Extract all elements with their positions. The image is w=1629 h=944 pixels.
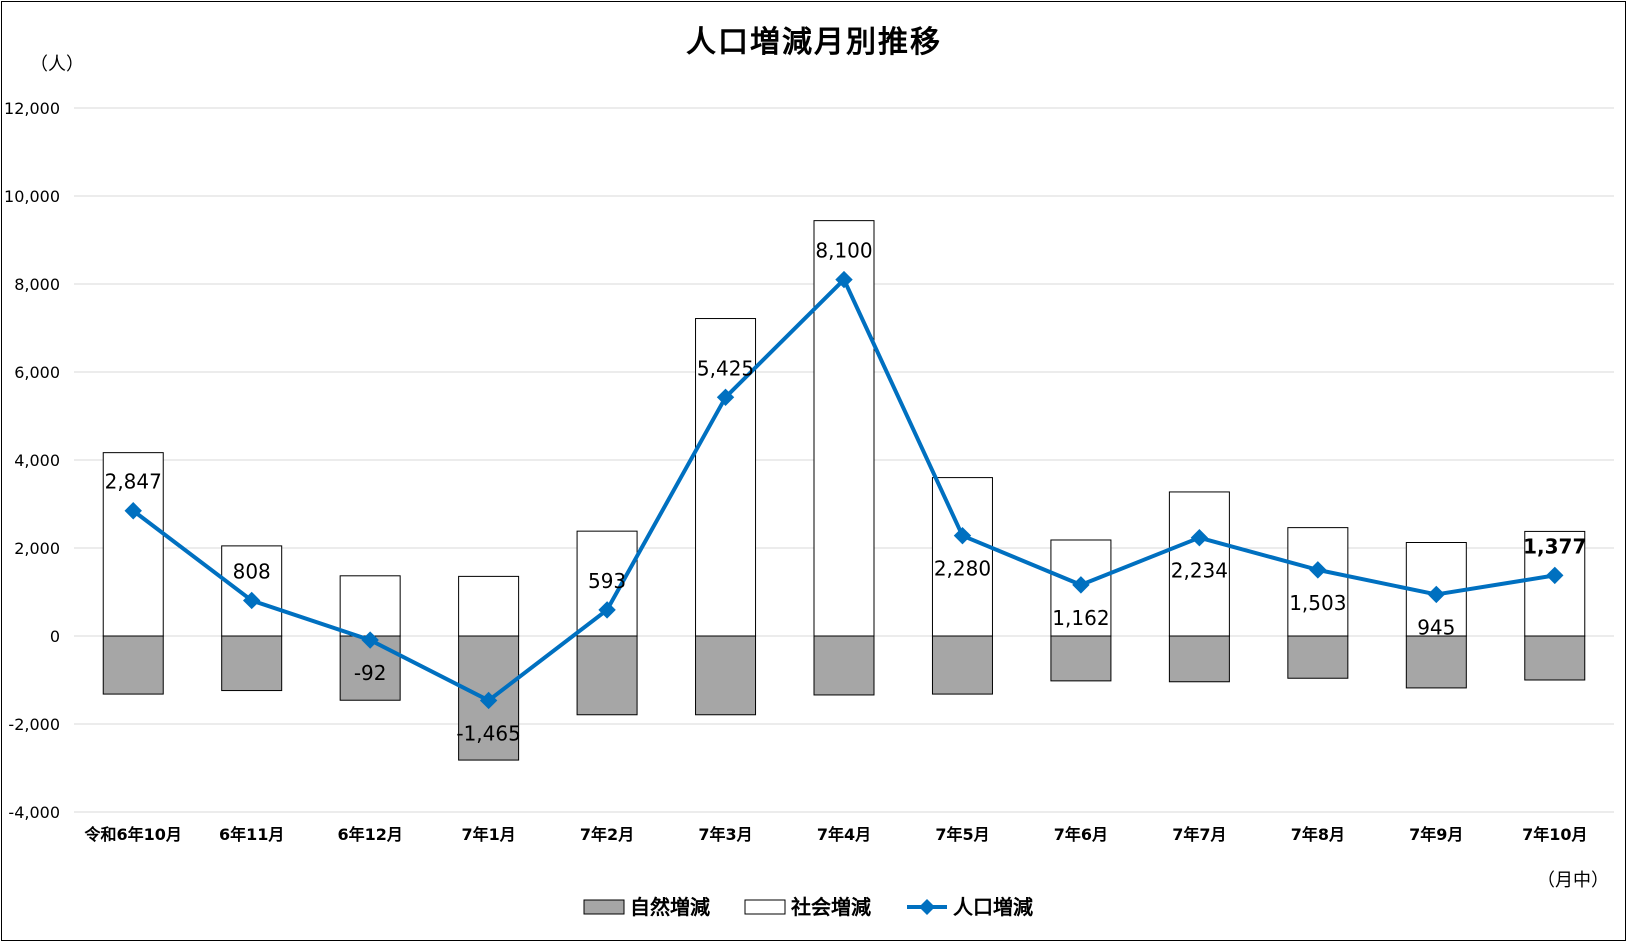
bars xyxy=(102,220,1586,761)
y-tick-label: 0 xyxy=(50,627,60,646)
bar-social xyxy=(813,220,875,637)
x-axis-ticks: 令和6年10月 6年11月 6年12月 7年1月 7年2月 7年3月 7年4月 7年5月 7年6… xyxy=(84,825,1588,844)
data-label: 593 xyxy=(588,569,626,593)
data-label: 8,100 xyxy=(815,239,872,263)
chart-title: 人口増減月別推移 xyxy=(686,25,942,60)
data-labels: 2,847 808 -92 -1,465 593 5,425 8,100 2,280 1,162… xyxy=(105,239,1587,746)
population-marker xyxy=(598,601,616,619)
y-tick-label: 4,000 xyxy=(14,451,60,470)
bar-natural xyxy=(1524,635,1586,681)
y-tick-label: 6,000 xyxy=(14,363,60,382)
y-unit-label: （人） xyxy=(30,54,84,75)
population-marker xyxy=(124,502,142,520)
population-marker xyxy=(716,388,735,407)
y-tick-label: -2,000 xyxy=(8,715,60,734)
x-tick-label: 令和6年10月 xyxy=(84,825,182,844)
x-tick-label: 7年8月 xyxy=(1291,825,1345,844)
bar-social xyxy=(1168,491,1230,637)
x-tick-label: 7年4月 xyxy=(817,825,871,844)
data-label: 2,234 xyxy=(1171,559,1228,583)
population-line xyxy=(124,270,1564,710)
bar-social xyxy=(102,452,164,637)
x-tick-label: 7年7月 xyxy=(1172,825,1226,844)
bar-social xyxy=(339,575,401,637)
bar-natural xyxy=(102,635,164,695)
population-marker xyxy=(1309,561,1327,579)
data-label: 2,847 xyxy=(105,470,162,494)
x-tick-label: 7年10月 xyxy=(1522,825,1587,844)
x-tick-label: 6年11月 xyxy=(219,825,284,844)
population-marker xyxy=(953,526,972,545)
legend-swatch-natural xyxy=(583,899,625,915)
x-tick-label: 7年6月 xyxy=(1054,825,1108,844)
bar-natural xyxy=(1405,635,1467,689)
x-tick-label: 6年12月 xyxy=(337,825,402,844)
bar-natural xyxy=(576,635,638,716)
legend-swatch-social xyxy=(744,899,786,915)
y-tick-label: 8,000 xyxy=(14,275,60,294)
population-marker xyxy=(361,631,379,649)
x-tick-label: 7年3月 xyxy=(698,825,752,844)
legend-label-population: 人口増減 xyxy=(953,895,1033,919)
y-axis-ticks: 12,000 10,000 8,000 6,000 4,000 2,000 0 -2,000 -… xyxy=(4,99,60,822)
bar-natural xyxy=(221,635,283,692)
population-marker xyxy=(835,270,853,289)
x-unit-label: （月中） xyxy=(1537,870,1609,891)
y-tick-label: -4,000 xyxy=(8,803,60,822)
bar-social xyxy=(695,318,757,637)
legend-label-social: 社会増減 xyxy=(790,895,871,919)
population-marker xyxy=(242,591,261,610)
x-tick-label: 7年2月 xyxy=(580,825,634,844)
population-marker xyxy=(479,691,498,710)
bar-natural xyxy=(695,635,757,716)
bar-social xyxy=(221,545,283,637)
population-marker xyxy=(1072,576,1090,594)
data-label: 945 xyxy=(1417,615,1455,639)
population-marker xyxy=(1427,585,1446,604)
y-tick-label: 10,000 xyxy=(4,187,60,206)
y-tick-label: 2,000 xyxy=(14,539,60,558)
bar-social xyxy=(458,575,520,637)
data-label: 5,425 xyxy=(697,356,754,380)
data-label: 1,377 xyxy=(1523,534,1586,558)
bar-natural xyxy=(1050,635,1112,682)
population-marker xyxy=(1190,528,1209,547)
data-label: 2,280 xyxy=(934,557,991,581)
x-tick-label: 7年1月 xyxy=(461,825,515,844)
bar-natural xyxy=(1168,635,1230,683)
bar-natural xyxy=(813,635,875,696)
bar-social xyxy=(931,477,993,637)
data-label: 808 xyxy=(233,559,271,583)
bar-natural xyxy=(1287,635,1349,679)
y-tick-label: 12,000 xyxy=(4,99,60,118)
legend-swatch-marker xyxy=(919,899,935,915)
data-label: 1,503 xyxy=(1289,591,1346,615)
bar-social xyxy=(1287,527,1349,637)
bar-natural xyxy=(931,635,993,695)
legend-label-natural: 自然増減 xyxy=(630,895,710,919)
x-tick-label: 7年5月 xyxy=(935,825,989,844)
x-tick-label: 7年9月 xyxy=(1409,825,1463,844)
legend: 自然増減 社会増減 人口増減 xyxy=(583,895,1033,919)
data-label: -1,465 xyxy=(456,721,520,745)
data-label: 1,162 xyxy=(1052,606,1109,630)
data-label: -92 xyxy=(354,661,387,685)
population-marker xyxy=(1546,566,1564,585)
